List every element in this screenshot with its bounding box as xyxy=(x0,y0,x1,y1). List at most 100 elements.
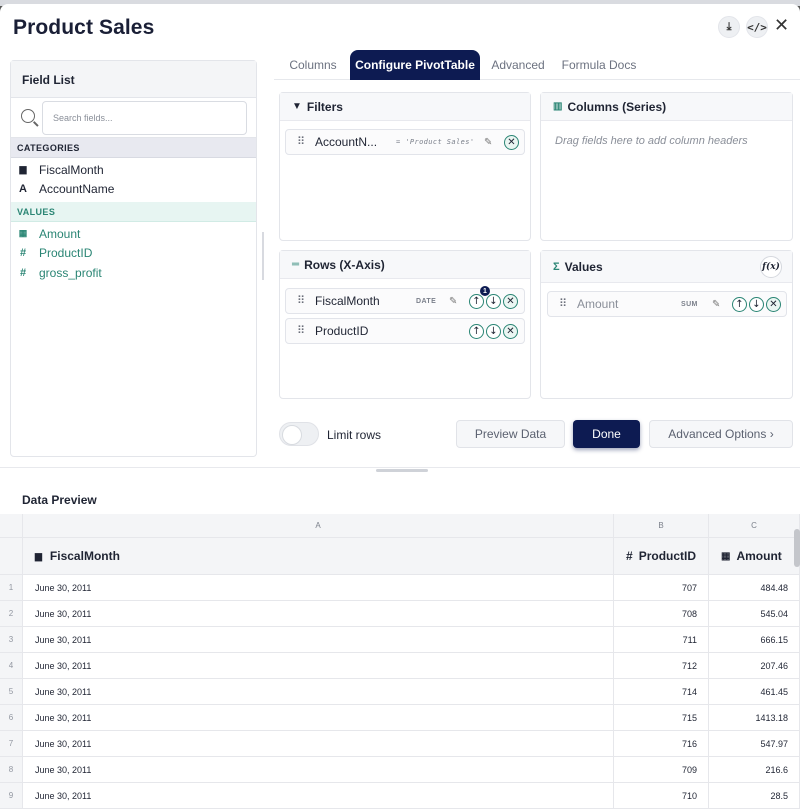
field-label: gross_profit xyxy=(39,265,102,280)
scrollbar-thumb[interactable] xyxy=(794,529,800,567)
remove-icon[interactable]: ✕ xyxy=(503,294,518,309)
column-letter-b[interactable]: B xyxy=(614,514,709,538)
rows-panel: ═ Rows (X-Axis) ⠿ FiscalMonth DATE ✎ ↑ 1… xyxy=(279,250,531,399)
section-divider xyxy=(0,467,800,468)
remove-icon[interactable]: ✕ xyxy=(503,324,518,339)
cell-fiscalmonth[interactable]: June 30, 2011 xyxy=(23,679,614,705)
column-header-row: ▆ FiscalMonth # ProductID ▦ Amount xyxy=(0,538,800,575)
column-header-label: ProductID xyxy=(638,549,697,563)
column-header-label: FiscalMonth xyxy=(49,549,120,563)
close-icon[interactable]: ✕ xyxy=(774,15,790,36)
text-type-icon: A xyxy=(19,183,27,196)
panel-resize-handle[interactable] xyxy=(262,232,264,280)
field-item-accountname[interactable]: A AccountName xyxy=(11,180,256,200)
column-header-fiscalmonth[interactable]: ▆ FiscalMonth xyxy=(23,538,614,575)
formula-icon[interactable]: f(x) xyxy=(760,256,782,278)
field-item-fiscalmonth[interactable]: ▆ FiscalMonth xyxy=(11,160,256,180)
value-chip-amount[interactable]: ⠿ Amount SUM ✎ ↑ ↓ ✕ xyxy=(547,291,787,317)
remove-icon[interactable]: ✕ xyxy=(766,297,781,312)
values-title: Values xyxy=(564,259,603,274)
cell-fiscalmonth[interactable]: June 30, 2011 xyxy=(23,601,614,627)
columns-series-panel: ▥ Columns (Series) Drag fields here to a… xyxy=(540,92,793,241)
tab-advanced[interactable]: Advanced xyxy=(491,58,545,72)
drag-handle-icon[interactable]: ⠿ xyxy=(559,298,567,310)
cell-amount[interactable]: 207.46 xyxy=(709,653,800,679)
cell-amount[interactable]: 484.48 xyxy=(709,575,800,601)
calculator-icon: ▦ xyxy=(721,550,731,562)
cell-productid[interactable]: 712 xyxy=(614,653,709,679)
edit-icon[interactable]: ✎ xyxy=(449,295,458,307)
cell-fiscalmonth[interactable]: June 30, 2011 xyxy=(23,627,614,653)
product-sales-modal: Product Sales ⤓ </> ✕ Field List CATEGOR… xyxy=(0,4,800,810)
remove-icon[interactable]: ✕ xyxy=(504,135,519,150)
categories-section-label: CATEGORIES xyxy=(11,138,256,158)
columns-series-title: Columns (Series) xyxy=(567,99,667,114)
cell-productid[interactable]: 710 xyxy=(614,783,709,809)
cell-fiscalmonth[interactable]: June 30, 2011 xyxy=(23,731,614,757)
drag-handle-icon[interactable]: ⠿ xyxy=(297,325,305,337)
field-item-productid[interactable]: # ProductID xyxy=(11,244,256,264)
drag-handle-icon[interactable]: ⠿ xyxy=(297,295,305,307)
column-letter-c[interactable]: C xyxy=(709,514,800,538)
cell-productid[interactable]: 714 xyxy=(614,679,709,705)
cell-productid[interactable]: 716 xyxy=(614,731,709,757)
cell-productid[interactable]: 711 xyxy=(614,627,709,653)
cell-amount[interactable]: 1413.18 xyxy=(709,705,800,731)
data-preview-grid: A B C ▆ FiscalMonth # ProductID ▦ Amount… xyxy=(0,514,800,810)
field-item-gross-profit[interactable]: # gross_profit xyxy=(11,263,256,283)
row-chip-fiscalmonth[interactable]: ⠿ FiscalMonth DATE ✎ ↑ 1 ↓ ✕ xyxy=(285,286,525,314)
column-header-amount[interactable]: ▦ Amount xyxy=(709,538,800,575)
move-up-icon[interactable]: ↑ xyxy=(469,324,484,339)
limit-rows-toggle[interactable] xyxy=(279,422,319,446)
move-up-icon[interactable]: ↑ xyxy=(469,294,484,309)
drag-handle-icon[interactable]: ⠿ xyxy=(297,136,305,148)
code-icon[interactable]: </> xyxy=(746,16,768,38)
table-row: 9 June 30, 2011 710 28.5 xyxy=(0,783,800,809)
done-button[interactable]: Done xyxy=(573,420,640,448)
chip-label: AccountN... xyxy=(315,135,378,149)
row-chip-productid[interactable]: ⠿ ProductID ↑ ↓ ✕ xyxy=(285,318,525,344)
tab-columns[interactable]: Columns xyxy=(289,58,337,72)
chip-label: ProductID xyxy=(315,324,369,338)
cell-amount[interactable]: 461.45 xyxy=(709,679,800,705)
cell-productid[interactable]: 707 xyxy=(614,575,709,601)
cell-amount[interactable]: 547.97 xyxy=(709,731,800,757)
columns-drop-hint: Drag fields here to add column headers xyxy=(555,135,748,147)
move-down-icon[interactable]: ↓ xyxy=(486,324,501,339)
aggregation-type: SUM xyxy=(681,300,698,308)
cell-amount[interactable]: 545.04 xyxy=(709,601,800,627)
cell-fiscalmonth[interactable]: June 30, 2011 xyxy=(23,653,614,679)
table-row: 4 June 30, 2011 712 207.46 xyxy=(0,653,800,679)
cell-amount[interactable]: 216.6 xyxy=(709,757,800,783)
move-down-icon[interactable]: ↓ xyxy=(749,297,764,312)
field-label: Amount xyxy=(39,226,81,241)
columns-series-header: ▥ Columns (Series) xyxy=(541,93,792,121)
tab-configure-pivottable[interactable]: Configure PivotTable xyxy=(350,50,480,80)
download-icon[interactable]: ⤓ xyxy=(718,16,740,38)
edit-icon[interactable]: ✎ xyxy=(712,298,721,310)
cell-amount[interactable]: 666.15 xyxy=(709,627,800,653)
cell-fiscalmonth[interactable]: June 30, 2011 xyxy=(23,575,614,601)
values-panel: Σ Values f(x) ⠿ Amount SUM ✎ ↑ ↓ ✕ xyxy=(540,250,793,399)
resize-handle[interactable] xyxy=(376,469,428,472)
cell-productid[interactable]: 709 xyxy=(614,757,709,783)
edit-icon[interactable]: ✎ xyxy=(484,136,493,148)
cell-fiscalmonth[interactable]: June 30, 2011 xyxy=(23,783,614,809)
tab-formula-docs[interactable]: Formula Docs xyxy=(561,58,637,72)
cell-amount[interactable]: 28.5 xyxy=(709,783,800,809)
advanced-options-button[interactable]: Advanced Options › xyxy=(649,420,793,448)
cell-fiscalmonth[interactable]: June 30, 2011 xyxy=(23,705,614,731)
move-down-icon[interactable]: ↓ xyxy=(486,294,501,309)
column-header-productid[interactable]: # ProductID xyxy=(614,538,709,575)
row-number: 4 xyxy=(0,653,23,679)
preview-data-button[interactable]: Preview Data xyxy=(456,420,565,448)
row-number: 5 xyxy=(0,679,23,705)
filter-chip-accountname[interactable]: ⠿ AccountN... = 'Product Sales' ✎ ✕ xyxy=(285,129,525,155)
cell-fiscalmonth[interactable]: June 30, 2011 xyxy=(23,757,614,783)
move-up-icon[interactable]: ↑ xyxy=(732,297,747,312)
search-input[interactable] xyxy=(42,101,247,135)
column-letter-a[interactable]: A xyxy=(23,514,614,538)
cell-productid[interactable]: 715 xyxy=(614,705,709,731)
cell-productid[interactable]: 708 xyxy=(614,601,709,627)
field-item-amount[interactable]: ▦ Amount xyxy=(11,224,256,244)
